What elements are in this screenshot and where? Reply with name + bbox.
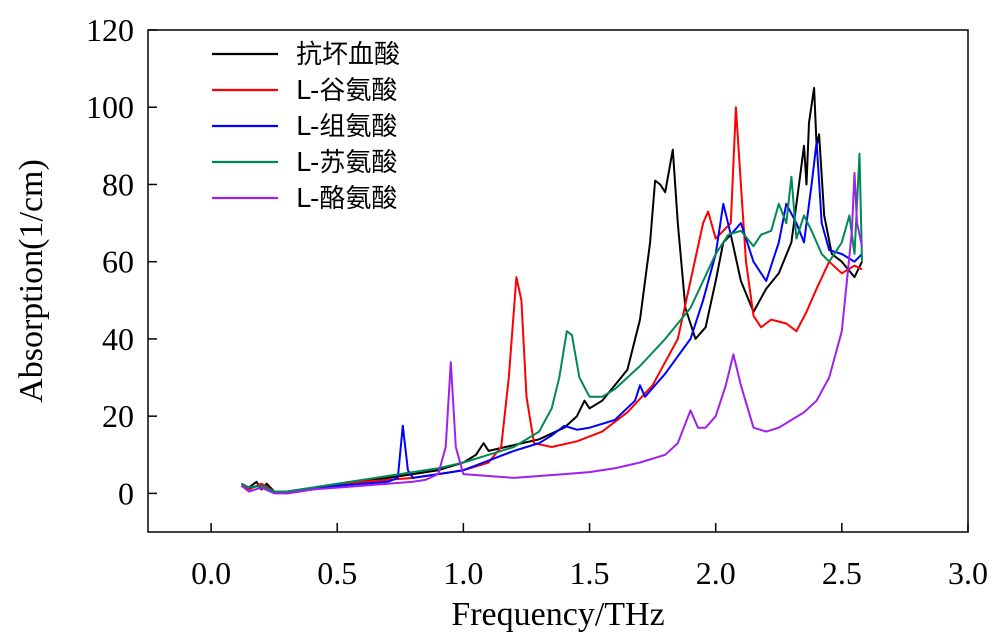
- x-tick-label: 1.0: [443, 555, 483, 591]
- x-tick-label: 3.0: [948, 555, 988, 591]
- y-tick-label: 60: [102, 244, 134, 280]
- x-tick-label: 1.5: [570, 555, 610, 591]
- x-tick-label: 0.0: [191, 555, 231, 591]
- series-line-2: [240, 106, 863, 495]
- y-axis-title: Absorption(1/cm): [13, 159, 50, 403]
- y-tick-label: 120: [86, 12, 134, 48]
- series-line-4: [240, 152, 863, 493]
- series-line-5: [240, 171, 863, 495]
- y-tick-label: 0: [118, 475, 134, 511]
- y-axis-ticks: 0 20 40 60 80 100 120: [86, 12, 157, 511]
- plot-frame: [147, 29, 969, 533]
- y-tick-label: 100: [86, 89, 134, 125]
- series-lines: [240, 86, 863, 495]
- legend-label: L-组氨酸: [296, 112, 397, 142]
- x-tick-label: 2.5: [822, 555, 862, 591]
- legend: 抗坏血酸 L-谷氨酸 L-组氨酸 L-苏氨酸 L-酪氨酸: [212, 40, 400, 214]
- y-tick-label: 20: [102, 398, 134, 434]
- x-axis-title: Frequency/THz: [451, 596, 664, 633]
- x-axis-ticks: 0.0 0.5 1.0 1.5 2.0 2.5 3.0: [191, 523, 988, 591]
- legend-label: L-酪氨酸: [296, 184, 397, 214]
- legend-label: L-苏氨酸: [296, 148, 397, 178]
- legend-label: L-谷氨酸: [296, 76, 397, 106]
- x-tick-label: 2.0: [696, 555, 736, 591]
- legend-label: 抗坏血酸: [296, 40, 400, 70]
- y-tick-label: 80: [102, 166, 134, 202]
- x-tick-label: 0.5: [317, 555, 357, 591]
- y-tick-label: 40: [102, 321, 134, 357]
